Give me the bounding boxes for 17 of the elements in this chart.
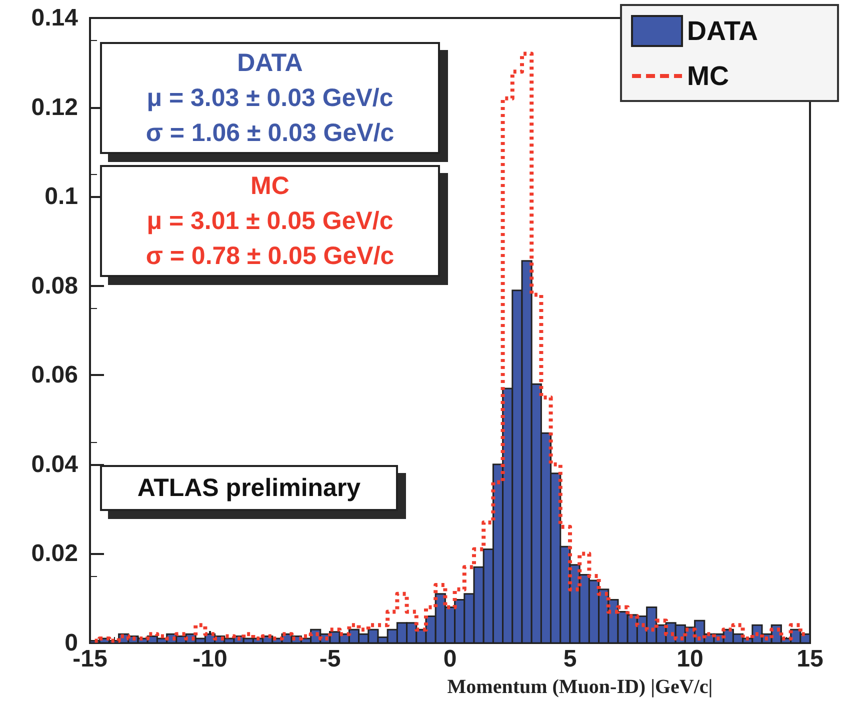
y-tick-label: 0.12 bbox=[31, 94, 78, 121]
y-tick-label: 0.08 bbox=[31, 272, 78, 300]
legend-label: DATA bbox=[687, 16, 758, 46]
y-tick-label: 0.04 bbox=[31, 450, 79, 478]
y-tick-label: 0.1 bbox=[44, 183, 78, 210]
x-tick-label: 10 bbox=[676, 646, 704, 672]
x-tick-label: 5 bbox=[563, 646, 577, 672]
x-tick-label: -10 bbox=[192, 646, 228, 672]
annotation: ATLAS preliminary bbox=[100, 465, 398, 511]
x-tick-label: -5 bbox=[319, 646, 341, 672]
y-tick-label: 0.02 bbox=[31, 540, 78, 568]
y-tick-label: 0.14 bbox=[31, 4, 79, 32]
y-tick-label: 0.06 bbox=[31, 362, 78, 389]
legend-label: MC bbox=[687, 61, 730, 91]
x-tick-label: 0 bbox=[443, 646, 457, 672]
x-tick-label: 15 bbox=[796, 646, 824, 672]
x-axis-title: Momentum (Muon-ID) |GeV/c| bbox=[447, 676, 713, 698]
